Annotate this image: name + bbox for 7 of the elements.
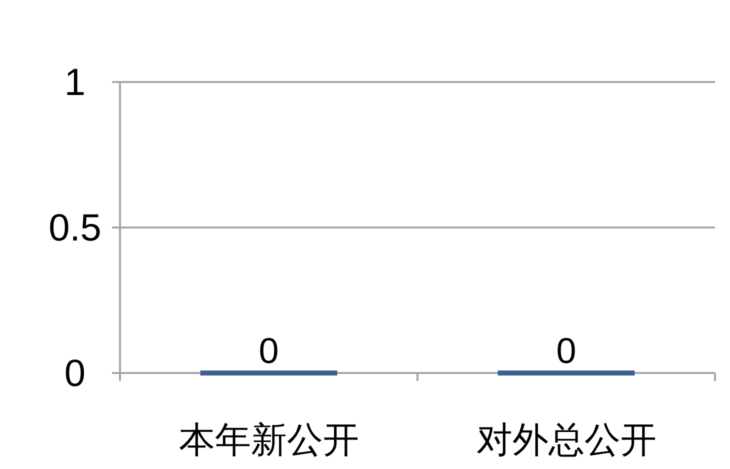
x-tick-label: 对外总公开	[476, 419, 656, 460]
y-tick-label: 0	[64, 353, 86, 395]
y-tick-label: 1	[64, 62, 86, 104]
x-tick-label: 本年新公开	[178, 419, 359, 460]
y-tick-label: 0.5	[48, 208, 102, 250]
data-label: 0	[556, 330, 576, 371]
data-label: 0	[258, 330, 279, 371]
